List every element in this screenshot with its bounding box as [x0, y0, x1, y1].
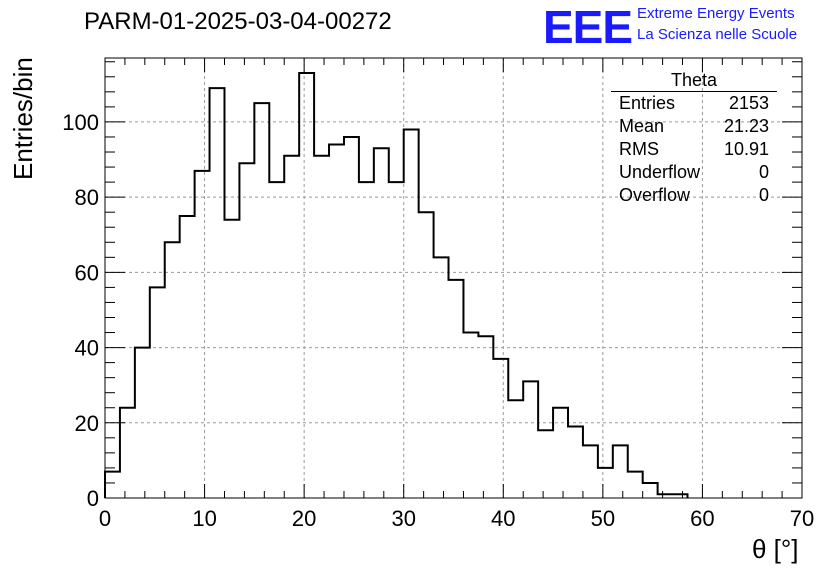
- stats-value: 2153: [728, 93, 769, 113]
- histogram-bin: [493, 359, 508, 498]
- stats-label: Overflow: [619, 185, 691, 205]
- y-tick-label: 20: [75, 411, 99, 436]
- histogram-bin: [374, 148, 389, 498]
- histogram-bin: [508, 400, 523, 498]
- logo-text-line1: Extreme Energy Events: [637, 5, 795, 22]
- grid-lines: [105, 58, 802, 498]
- histogram-bin: [389, 182, 404, 498]
- histogram-bin: [643, 483, 658, 498]
- stats-value: 10.91: [723, 139, 769, 159]
- plot-frame: [104, 57, 803, 499]
- stats-label: Mean: [619, 116, 665, 136]
- histogram-bin: [359, 182, 374, 498]
- stats-label: Entries: [619, 93, 676, 113]
- histogram-outline: [104, 72, 689, 498]
- y-tick-label: 40: [75, 336, 99, 361]
- histogram-bin: [628, 472, 643, 498]
- histogram-bin: [180, 216, 195, 498]
- x-tick-label: 20: [292, 506, 316, 531]
- stats-row-entries: Entries 2153: [611, 92, 777, 115]
- histogram-bin: [419, 212, 434, 498]
- histogram-bin: [195, 171, 210, 498]
- logo-text-line2: La Scienza nelle Scuole: [637, 26, 798, 43]
- x-tick-label: 70: [790, 506, 814, 531]
- histogram-bin: [269, 182, 284, 498]
- histogram-bin: [404, 129, 419, 498]
- stats-row-overflow: Overflow 0: [611, 184, 777, 207]
- x-tick-label: 30: [391, 506, 415, 531]
- histogram-bin: [224, 220, 239, 498]
- histogram-bin: [568, 427, 583, 498]
- axis-ticks: [104, 58, 803, 499]
- histogram-bin: [478, 336, 493, 498]
- eee-logo: EEE: [543, 1, 633, 53]
- x-tick-label: 0: [99, 506, 111, 531]
- stats-title: Theta: [611, 70, 777, 92]
- histogram-bars: [104, 72, 689, 498]
- stats-box: Theta Entries 2153 Mean 21.23 RMS 10.91 …: [611, 70, 777, 207]
- x-tick-label: 40: [491, 506, 515, 531]
- histogram-bin: [210, 88, 225, 498]
- histogram-bin: [314, 156, 329, 498]
- chart-title: PARM-01-2025-03-04-00272: [84, 8, 392, 35]
- stats-label: Underflow: [619, 162, 701, 182]
- stats-label: RMS: [619, 139, 659, 159]
- y-tick-label: 80: [75, 185, 99, 210]
- y-axis-label: Entries/bin: [8, 57, 38, 180]
- x-tick-label: 10: [192, 506, 216, 531]
- histogram-bin: [120, 408, 135, 498]
- histogram-bin: [523, 381, 538, 498]
- histogram-bin: [239, 163, 254, 498]
- stats-value: 0: [758, 185, 769, 205]
- histogram-bin: [553, 408, 568, 498]
- histogram-bin: [254, 103, 269, 498]
- stats-value: 0: [758, 162, 769, 182]
- stats-value: 21.23: [723, 116, 769, 136]
- histogram-bin: [613, 445, 628, 498]
- histogram-bin: [344, 137, 359, 498]
- y-tick-label: 100: [62, 110, 99, 135]
- histogram-bin: [434, 257, 449, 498]
- histogram-bin: [105, 472, 120, 498]
- stats-row-mean: Mean 21.23: [611, 115, 777, 138]
- stats-row-underflow: Underflow 0: [611, 161, 777, 184]
- histogram-bin: [299, 73, 314, 498]
- histogram-bin: [165, 242, 180, 498]
- histogram-bin: [673, 494, 688, 498]
- y-tick-label: 0: [87, 486, 99, 511]
- histogram-bin: [135, 348, 150, 498]
- histogram-bin: [598, 468, 613, 498]
- histogram-bin: [284, 156, 299, 498]
- y-tick-label: 60: [75, 260, 99, 285]
- histogram-bin: [329, 144, 344, 498]
- x-tick-label: 60: [690, 506, 714, 531]
- histogram-bin: [449, 280, 464, 498]
- histogram-bin: [583, 445, 598, 498]
- histogram-bin: [538, 430, 553, 498]
- x-tick-label: 50: [591, 506, 615, 531]
- histogram-bin: [658, 494, 673, 498]
- histogram-bin: [463, 333, 478, 498]
- tick-labels: 0 10 20 30 40 50 60 70 0 20 40 60 80 100: [62, 110, 814, 531]
- stats-row-rms: RMS 10.91: [611, 138, 777, 161]
- histogram-bin: [150, 287, 165, 498]
- x-axis-label: θ [°]: [752, 534, 799, 564]
